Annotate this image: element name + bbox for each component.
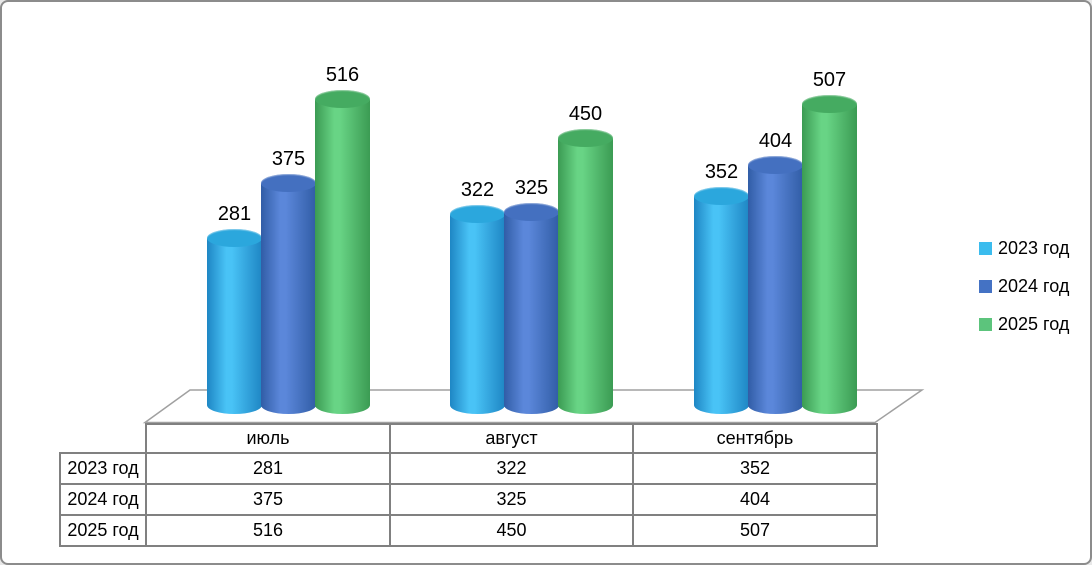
data-label-2024-год-июль: 375 xyxy=(271,147,306,170)
cylinder-body xyxy=(315,99,370,405)
cylinder-2025-год-июль xyxy=(315,90,370,414)
cylinder-body xyxy=(261,182,316,405)
cylinder-top-ellipse xyxy=(748,156,803,175)
table-row-header-2: 2025 год xyxy=(59,514,147,547)
cylinder-2023-год-сентябрь xyxy=(694,187,749,414)
legend-swatch-2023 xyxy=(979,241,992,255)
data-label-2025-год-август: 450 xyxy=(568,103,603,126)
table-cell-1-0: 375 xyxy=(145,483,391,516)
cylinder-top-ellipse xyxy=(207,229,262,248)
table-row-2024: 2024 год 375 325 404 xyxy=(59,483,878,516)
table-col-header-1: август xyxy=(389,423,634,454)
cylinder-2024-год-июль xyxy=(261,173,316,414)
cylinder-body xyxy=(694,196,749,405)
data-label-2023-год-июль: 281 xyxy=(217,203,252,226)
cylinder-body xyxy=(207,238,262,405)
data-table: июль август сентябрь 2023 год 281 322 35… xyxy=(59,423,878,547)
legend-item-2023: 2023 год xyxy=(979,238,1069,258)
table-col-header-2: сентябрь xyxy=(632,423,878,454)
cylinder-top-ellipse xyxy=(504,203,559,222)
table-header-row: июль август сентябрь xyxy=(60,423,878,454)
legend-label-2025: 2025 год xyxy=(998,313,1070,334)
table-row-2025: 2025 год 516 450 507 xyxy=(59,514,878,547)
data-label-2025-год-сентябрь: 507 xyxy=(812,69,847,92)
legend: 2023 год 2024 год 2025 год xyxy=(979,238,1069,352)
cylinder-body xyxy=(450,214,505,405)
cylinder-2025-год-сентябрь xyxy=(802,95,857,414)
table-cell-1-1: 325 xyxy=(389,483,634,516)
cylinder-top-ellipse xyxy=(261,173,316,192)
cylinder-body xyxy=(504,212,559,405)
table-cell-0-2: 352 xyxy=(632,452,878,485)
cylinder-2025-год-август xyxy=(558,129,613,414)
table-corner-cell xyxy=(60,424,146,453)
table-cell-0-1: 322 xyxy=(389,452,634,485)
table-row-2023: 2023 год 281 322 352 xyxy=(59,452,878,485)
cylinder-body xyxy=(802,104,857,405)
cylinder-top-ellipse xyxy=(450,205,505,224)
cylinder-2024-год-август xyxy=(504,203,559,414)
cylinder-top-ellipse xyxy=(802,95,857,114)
data-label-2023-год-август: 322 xyxy=(460,179,495,202)
cylinder-top-ellipse xyxy=(315,90,370,108)
table-cell-2-0: 516 xyxy=(145,514,391,547)
data-label-2024-год-сентябрь: 404 xyxy=(758,130,793,153)
table-cell-0-0: 281 xyxy=(145,452,391,485)
legend-label-2023: 2023 год xyxy=(998,237,1070,258)
cylinder-top-ellipse xyxy=(694,187,749,206)
data-label-2025-год-июль: 516 xyxy=(325,64,360,86)
cylinder-2023-год-июль xyxy=(207,229,262,414)
cylinder-2024-год-сентябрь xyxy=(748,156,803,414)
legend-item-2025: 2025 год xyxy=(979,314,1069,334)
data-label-2023-год-сентябрь: 352 xyxy=(704,161,739,184)
legend-label-2024: 2024 год xyxy=(998,275,1070,296)
legend-swatch-2025 xyxy=(979,317,992,331)
table-row-header-0: 2023 год xyxy=(59,452,147,485)
table-cell-2-2: 507 xyxy=(632,514,878,547)
cylinder-2023-год-август xyxy=(450,205,505,414)
table-cell-2-1: 450 xyxy=(389,514,634,547)
cylinder-body xyxy=(558,138,613,405)
table-cell-1-2: 404 xyxy=(632,483,878,516)
cylinder-body xyxy=(748,165,803,405)
legend-swatch-2024 xyxy=(979,279,992,293)
legend-item-2024: 2024 год xyxy=(979,276,1069,296)
cylinder-top-ellipse xyxy=(558,129,613,148)
table-row-header-1: 2024 год xyxy=(59,483,147,516)
data-label-2024-год-август: 325 xyxy=(514,177,549,200)
table-col-header-0: июль xyxy=(145,423,391,454)
